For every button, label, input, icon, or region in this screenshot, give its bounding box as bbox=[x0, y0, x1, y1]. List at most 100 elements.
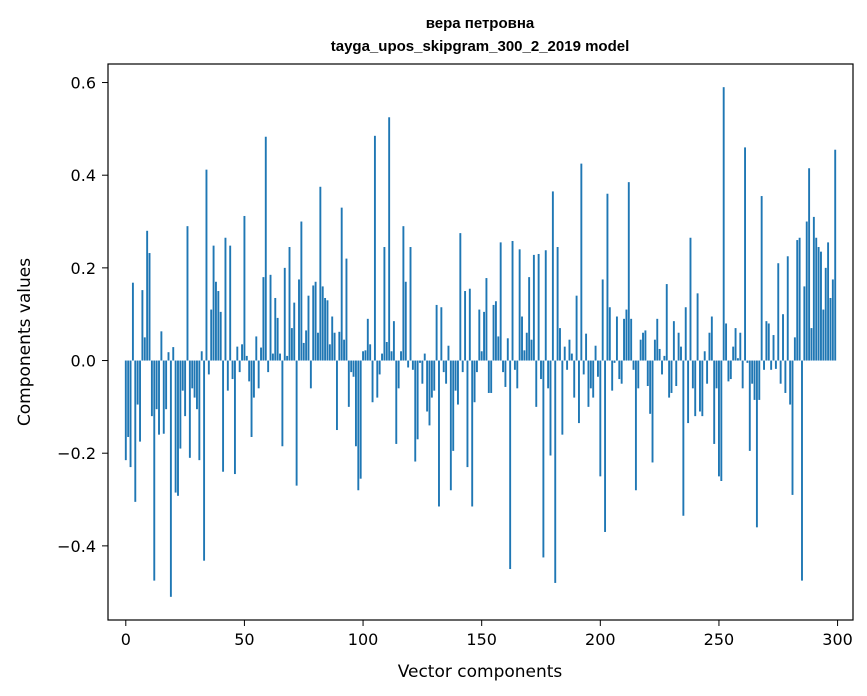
bar bbox=[710, 316, 713, 361]
bar bbox=[575, 295, 578, 361]
bar bbox=[535, 360, 538, 407]
bar bbox=[663, 355, 666, 361]
bar bbox=[172, 347, 175, 361]
bar bbox=[656, 318, 659, 361]
y-axis-label: Components values bbox=[15, 258, 35, 426]
bar bbox=[423, 353, 426, 361]
bar bbox=[324, 297, 327, 361]
bar bbox=[653, 339, 656, 361]
bar bbox=[597, 360, 599, 377]
bar bbox=[352, 360, 355, 377]
bar bbox=[760, 196, 763, 361]
bar bbox=[150, 360, 153, 417]
bar bbox=[532, 254, 535, 361]
bar bbox=[385, 342, 388, 361]
bar bbox=[167, 352, 170, 361]
bar bbox=[205, 169, 208, 361]
bar bbox=[414, 360, 417, 462]
x-tick-label: 150 bbox=[466, 630, 497, 649]
bar bbox=[644, 330, 647, 361]
bar bbox=[186, 226, 189, 361]
bar bbox=[354, 360, 357, 447]
bar bbox=[627, 182, 630, 361]
bar bbox=[200, 351, 203, 361]
x-tick-label: 100 bbox=[348, 630, 379, 649]
bar bbox=[148, 253, 151, 361]
bar bbox=[815, 237, 818, 361]
bar bbox=[196, 360, 198, 410]
bar bbox=[763, 360, 765, 370]
bar bbox=[613, 360, 616, 363]
bar bbox=[637, 360, 640, 389]
bar bbox=[459, 233, 462, 361]
bar bbox=[139, 360, 141, 442]
bar bbox=[231, 360, 234, 380]
bar bbox=[124, 360, 127, 461]
bar bbox=[366, 318, 369, 361]
bar bbox=[317, 332, 319, 361]
bar bbox=[397, 360, 400, 389]
bar bbox=[174, 360, 177, 493]
bar bbox=[672, 321, 675, 361]
bar bbox=[786, 256, 789, 361]
bar bbox=[328, 344, 331, 361]
bar bbox=[566, 360, 569, 370]
bar bbox=[314, 281, 317, 361]
bar bbox=[262, 277, 265, 361]
bar bbox=[430, 360, 433, 398]
bar bbox=[184, 360, 187, 417]
bar bbox=[321, 286, 324, 361]
bar bbox=[193, 360, 196, 398]
bar bbox=[143, 337, 146, 361]
bar bbox=[461, 360, 464, 373]
bar bbox=[727, 360, 730, 382]
bar bbox=[808, 168, 811, 361]
bar bbox=[549, 360, 552, 456]
bar bbox=[271, 353, 274, 361]
bar bbox=[625, 309, 628, 361]
bar bbox=[551, 191, 554, 361]
bar bbox=[642, 332, 644, 361]
bar bbox=[269, 274, 272, 361]
bar bbox=[547, 360, 550, 389]
bar bbox=[478, 309, 481, 361]
bar bbox=[632, 360, 635, 370]
bar bbox=[219, 311, 222, 361]
bar bbox=[260, 347, 262, 361]
bar bbox=[447, 345, 450, 361]
y-axis-ticks: −0.4 −0.2 0.0 0.2 0.4 0.6 bbox=[57, 74, 108, 556]
bar bbox=[741, 360, 744, 389]
bar bbox=[599, 360, 602, 477]
bar bbox=[158, 360, 160, 435]
bar bbox=[831, 279, 834, 361]
bar bbox=[796, 240, 799, 361]
bar bbox=[518, 249, 521, 361]
bar bbox=[383, 247, 386, 361]
bar bbox=[371, 360, 374, 403]
bar bbox=[435, 304, 438, 361]
bar bbox=[774, 360, 777, 369]
bar bbox=[528, 277, 531, 361]
bar bbox=[789, 360, 792, 405]
bar bbox=[684, 307, 687, 361]
bar bbox=[718, 360, 720, 477]
bar bbox=[540, 360, 542, 380]
bar bbox=[682, 360, 685, 516]
bar bbox=[426, 360, 429, 412]
bar bbox=[658, 348, 661, 361]
bar bbox=[585, 333, 588, 361]
bar bbox=[502, 360, 504, 373]
bar bbox=[217, 291, 220, 361]
bar bbox=[378, 360, 381, 375]
bar bbox=[523, 350, 526, 361]
bar bbox=[563, 346, 566, 361]
bar bbox=[544, 250, 547, 361]
bar bbox=[589, 360, 592, 389]
bar bbox=[480, 351, 483, 361]
bar bbox=[713, 360, 716, 444]
bar bbox=[198, 360, 201, 461]
bar bbox=[779, 360, 782, 384]
bar bbox=[530, 339, 533, 361]
bar bbox=[630, 318, 633, 361]
